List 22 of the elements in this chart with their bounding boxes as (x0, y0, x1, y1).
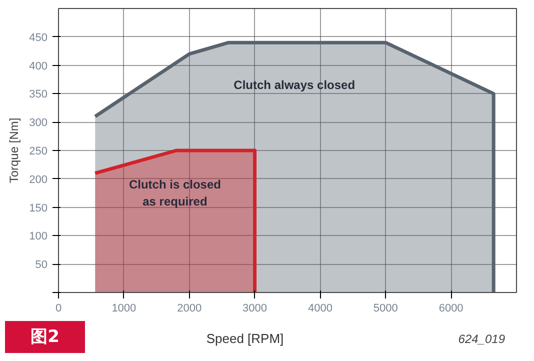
y-axis-title: Torque [Nm] (7, 118, 22, 184)
x-tick-label: 0 (55, 302, 62, 314)
x-tick-label: 4000 (308, 302, 332, 314)
series-label: Clutch is closed as required (128, 178, 221, 208)
text: 624_019 (458, 331, 505, 348)
caption: 图2 (30, 326, 60, 349)
y-tick-label: 250 (29, 146, 48, 158)
x-tick-label: 3000 (242, 302, 268, 314)
y-tick-label: 150 (29, 202, 48, 214)
series-label: Clutch always closed (234, 78, 356, 92)
x-tick-label: 1000 (112, 302, 136, 314)
y-tick-label: 400 (29, 60, 48, 72)
x-tick-label: 5000 (373, 302, 398, 314)
y-tick-label: 50 (35, 259, 48, 272)
x-axis-title: Speed [RPM] (206, 330, 284, 348)
y-tick-label: 100 (29, 230, 48, 243)
y-tick-label: 350 (29, 88, 48, 101)
x-tick-label: 2000 (177, 302, 202, 314)
y-tick-label: 450 (29, 32, 48, 44)
y-tick-label: 300 (29, 117, 48, 130)
y-tick-label: 200 (29, 174, 48, 186)
x-tick-label: 6000 (438, 302, 464, 314)
